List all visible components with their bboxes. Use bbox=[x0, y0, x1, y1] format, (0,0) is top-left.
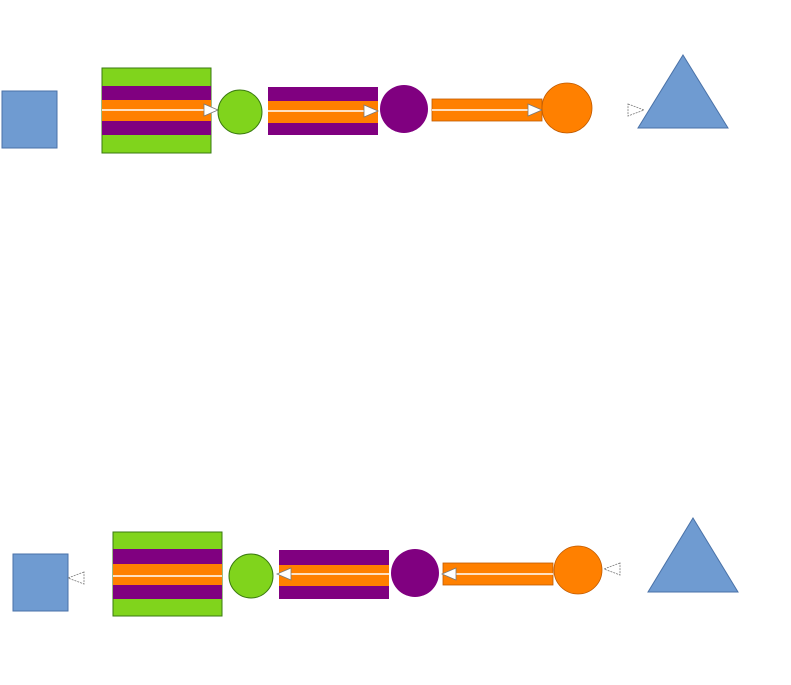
bottom-two-layer-bundle bbox=[275, 550, 389, 599]
bottom-bundle2-orange-layer bbox=[279, 565, 389, 586]
top-triangle bbox=[637, 54, 729, 129]
top-green-circle bbox=[217, 89, 263, 135]
top-orange-bar-arrowhead bbox=[527, 103, 544, 117]
bottom-three-layer-bundle bbox=[112, 531, 223, 617]
bottom-small-arrowhead-right bbox=[602, 562, 621, 576]
bottom-orange-bar-arrowhead bbox=[440, 567, 457, 581]
top-purple-circle bbox=[380, 85, 428, 133]
bottom-purple-circle bbox=[391, 549, 439, 597]
top-orange-circle bbox=[541, 82, 593, 134]
bottom-small-arrowhead-left bbox=[66, 571, 85, 585]
bottom-bundle-orange-layer bbox=[113, 564, 222, 585]
bottom-row bbox=[12, 517, 739, 617]
bottom-bundle2-arrowhead bbox=[275, 567, 292, 581]
top-three-layer-bundle bbox=[101, 67, 220, 154]
bottom-triangle bbox=[647, 517, 739, 593]
top-two-layer-bundle bbox=[268, 87, 380, 135]
top-small-arrowhead bbox=[627, 103, 646, 117]
bottom-green-circle bbox=[228, 553, 274, 599]
top-square bbox=[1, 90, 58, 149]
bottom-square bbox=[12, 553, 69, 612]
top-row bbox=[1, 54, 729, 154]
top-bundle2-orange-layer bbox=[268, 101, 378, 123]
top-orange-bar bbox=[431, 98, 544, 122]
top-bundle-arrowhead bbox=[203, 103, 220, 117]
bottom-orange-bar bbox=[440, 562, 554, 586]
bottom-orange-circle bbox=[553, 545, 603, 595]
top-bundle2-arrowhead bbox=[363, 104, 380, 118]
